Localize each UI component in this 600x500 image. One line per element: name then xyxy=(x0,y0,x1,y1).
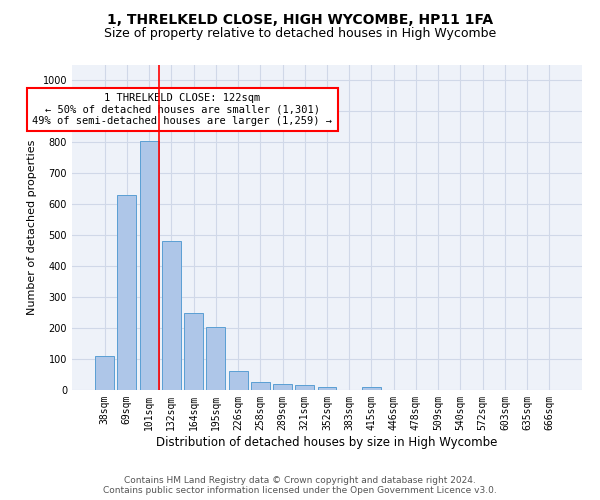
Bar xyxy=(184,312,203,390)
Text: Contains HM Land Registry data © Crown copyright and database right 2024.
Contai: Contains HM Land Registry data © Crown c… xyxy=(103,476,497,495)
Bar xyxy=(362,387,381,390)
Bar xyxy=(251,382,270,390)
Text: 1 THRELKELD CLOSE: 122sqm
← 50% of detached houses are smaller (1,301)
49% of se: 1 THRELKELD CLOSE: 122sqm ← 50% of detac… xyxy=(32,93,332,126)
Bar xyxy=(229,372,248,390)
Bar xyxy=(206,326,225,390)
Text: 1, THRELKELD CLOSE, HIGH WYCOMBE, HP11 1FA: 1, THRELKELD CLOSE, HIGH WYCOMBE, HP11 1… xyxy=(107,12,493,26)
X-axis label: Distribution of detached houses by size in High Wycombe: Distribution of detached houses by size … xyxy=(157,436,497,448)
Bar xyxy=(118,195,136,390)
Text: Size of property relative to detached houses in High Wycombe: Size of property relative to detached ho… xyxy=(104,28,496,40)
Bar xyxy=(295,386,314,390)
Bar xyxy=(273,384,292,390)
Bar xyxy=(317,387,337,390)
Bar xyxy=(162,242,181,390)
Bar xyxy=(95,356,114,390)
Y-axis label: Number of detached properties: Number of detached properties xyxy=(27,140,37,315)
Bar xyxy=(140,141,158,390)
